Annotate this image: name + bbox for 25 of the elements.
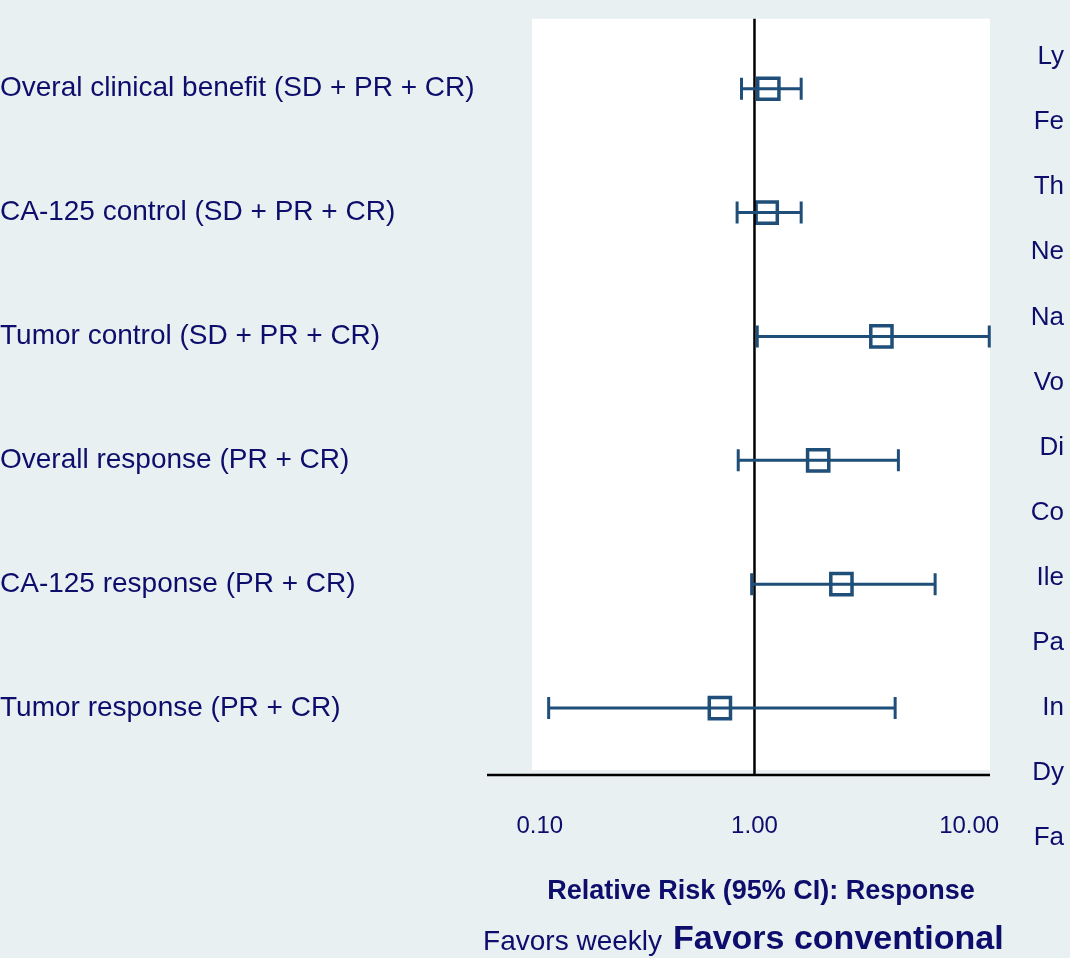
text: Fe <box>1033 105 1064 136</box>
y-tick-label: CA-125 response (PR + CR) <box>0 566 356 598</box>
text: In <box>1042 691 1064 722</box>
y-tick-label: Tumor response (PR + CR) <box>0 690 341 722</box>
x-tick-label: 10.00 <box>939 811 1000 839</box>
text: Di <box>1039 430 1064 461</box>
x-tick-label: 0.10 <box>516 811 564 839</box>
y-tick-label: CA-125 control (SD + PR + CR) <box>0 195 396 227</box>
text: Vo <box>1033 365 1064 396</box>
text: Ne <box>1030 235 1064 266</box>
text: Favors weekly <box>483 924 662 956</box>
text: Dy <box>1032 756 1064 787</box>
text: Ly <box>1037 40 1064 71</box>
x-tick-label: 1.00 <box>731 811 778 839</box>
text: Na <box>1030 300 1065 331</box>
text: Ile <box>1036 560 1064 591</box>
text: Fa <box>1033 821 1065 852</box>
text: Pa <box>1032 625 1065 656</box>
x-axis-title: Relative Risk (95% CI): Response <box>547 875 975 906</box>
text: Favors conventional <box>673 918 1004 957</box>
y-tick-label: Tumor control (SD + PR + CR) <box>0 319 381 351</box>
y-tick-label: Overal clinical benefit (SD + PR + CR) <box>0 71 475 103</box>
text: Th <box>1033 170 1064 201</box>
text: Co <box>1030 495 1064 526</box>
y-tick-label: Overall response (PR + CR) <box>0 443 350 475</box>
